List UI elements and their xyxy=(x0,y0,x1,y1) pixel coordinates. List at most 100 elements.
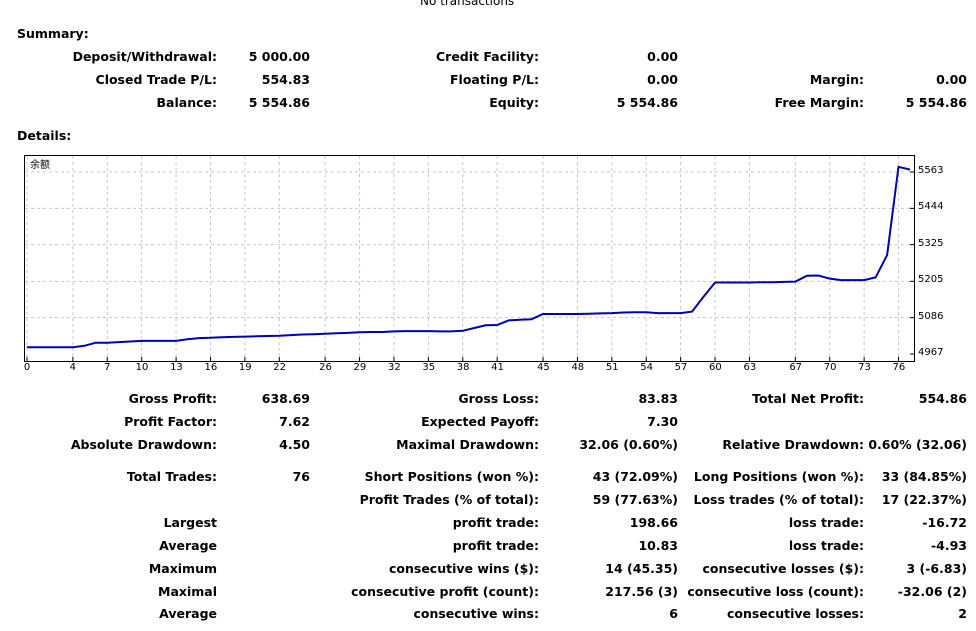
stat-value: 83.83 xyxy=(638,391,678,406)
x-tick-label: 67 xyxy=(789,362,803,373)
x-tick-label: 51 xyxy=(605,362,619,373)
stat-label: Profit Factor: xyxy=(124,414,217,429)
stat-label: consecutive losses ($): xyxy=(702,561,864,576)
stat-label: loss trade: xyxy=(788,515,864,530)
x-tick-label: 70 xyxy=(823,362,837,373)
x-tick-label: 4 xyxy=(69,362,77,373)
stat-value: 33 (84.85%) xyxy=(881,469,967,484)
stat-value: 0.60% (32.06) xyxy=(868,437,967,452)
summary-value: 554.83 xyxy=(261,72,310,87)
stat-label: Short Positions (won %): xyxy=(364,469,539,484)
summary-label: Margin: xyxy=(809,72,864,87)
summary-value: 5 554.86 xyxy=(905,95,967,110)
x-tick-label: 29 xyxy=(353,362,367,373)
stat-value: 554.86 xyxy=(918,391,967,406)
x-tick-label: 32 xyxy=(387,362,401,373)
summary-value: 5 554.86 xyxy=(616,95,678,110)
stat-label: Absolute Drawdown: xyxy=(70,437,217,452)
stat-label: profit trade: xyxy=(452,515,539,530)
stat-value: 638.69 xyxy=(261,391,310,406)
y-tick-label: 5444 xyxy=(918,201,944,213)
stat-label: consecutive loss (count): xyxy=(687,584,864,599)
x-tick-label: 45 xyxy=(537,362,550,373)
stat-value: 10.83 xyxy=(638,538,678,553)
summary-value: 5 000.00 xyxy=(248,49,310,64)
stat-label: Maximal Drawdown: xyxy=(396,437,539,452)
top-note: No transactions xyxy=(420,0,515,8)
x-tick-label: 26 xyxy=(319,362,332,373)
x-tick-label: 38 xyxy=(456,362,470,373)
stat-value: -32.06 (2) xyxy=(897,584,967,599)
stat-value: -4.93 xyxy=(930,538,967,553)
x-tick-label: 10 xyxy=(135,362,149,373)
stat-value: 7.30 xyxy=(647,414,678,429)
stat-value: 43 (72.09%) xyxy=(592,469,678,484)
stat-value: 2 xyxy=(958,606,967,621)
stat-label: Largest xyxy=(163,515,217,530)
summary-label: Deposit/Withdrawal: xyxy=(72,49,217,64)
stat-value: 14 (45.35) xyxy=(605,561,678,576)
stat-label: Total Net Profit: xyxy=(752,391,864,406)
x-tick-label: 0 xyxy=(23,362,31,373)
stat-value: 217.56 (3) xyxy=(605,584,678,599)
y-tick-label: 5325 xyxy=(918,237,944,249)
stat-value: 59 (77.63%) xyxy=(592,492,678,507)
summary-label: Closed Trade P/L: xyxy=(95,72,217,87)
stat-value: 6 xyxy=(669,606,678,621)
chart-title: 余额 xyxy=(30,158,50,171)
summary-value: 0.00 xyxy=(647,49,678,64)
balance-chart: 余额 5563 5444 5325 5205 5086 4967 0 4 7 10 13 16 19 22… xyxy=(24,155,943,373)
stat-label: consecutive wins: xyxy=(413,606,539,621)
x-tick-label: 57 xyxy=(674,362,688,373)
summary-label: Free Margin: xyxy=(774,95,864,110)
stat-label: Expected Payoff: xyxy=(421,414,539,429)
y-tick-label: 5563 xyxy=(918,165,944,176)
summary-value: 5 554.86 xyxy=(248,95,310,110)
x-tick-label: 76 xyxy=(892,362,906,373)
x-tick-label: 7 xyxy=(104,362,111,373)
x-tick-label: 63 xyxy=(743,362,757,373)
x-tick-label: 60 xyxy=(709,362,722,373)
x-tick-label: 73 xyxy=(858,362,871,373)
summary-label: Balance: xyxy=(156,95,217,110)
summary-label: Credit Facility: xyxy=(435,49,539,64)
balance-chart-svg: 余额 xyxy=(25,156,914,361)
summary-label: Floating P/L: xyxy=(450,72,539,87)
x-tick-label: 16 xyxy=(204,362,218,373)
details-title: Details: xyxy=(17,128,72,143)
stat-label: Average xyxy=(159,538,217,553)
stat-label: Profit Trades (% of total): xyxy=(359,492,539,507)
y-tick-label: 5205 xyxy=(918,274,944,286)
stat-value: 7.62 xyxy=(279,414,310,429)
stat-label: Loss trades (% of total): xyxy=(693,492,864,507)
stat-value: -16.72 xyxy=(922,515,967,530)
summary-label: Equity: xyxy=(489,95,539,110)
stat-label: profit trade: xyxy=(452,538,539,553)
x-tick-label: 22 xyxy=(273,362,287,373)
stat-label: Total Trades: xyxy=(126,469,217,484)
x-tick-label: 54 xyxy=(640,362,653,373)
stat-label: Gross Loss: xyxy=(458,391,539,406)
stat-value: 3 (-6.83) xyxy=(906,561,967,576)
stat-label: Gross Profit: xyxy=(128,391,217,406)
stat-value: 76 xyxy=(292,469,310,484)
summary-value: 0.00 xyxy=(647,72,678,87)
x-tick-label: 41 xyxy=(491,362,504,373)
summary-title: Summary: xyxy=(17,26,89,41)
y-tick-label: 4967 xyxy=(918,347,944,358)
summary-value: 0.00 xyxy=(936,72,967,87)
y-tick-label: 5086 xyxy=(918,310,944,322)
stat-label: consecutive losses: xyxy=(726,606,864,621)
stat-label: Relative Drawdown: xyxy=(722,437,864,452)
stat-label: consecutive profit (count): xyxy=(351,584,539,599)
stat-value: 198.66 xyxy=(629,515,678,530)
stat-label: loss trade: xyxy=(788,538,864,553)
stat-label: Long Positions (won %): xyxy=(693,469,864,484)
x-tick-label: 35 xyxy=(422,362,436,373)
stat-label: Maximal xyxy=(158,584,217,599)
stat-label: consecutive wins ($): xyxy=(388,561,539,576)
stat-label: Average xyxy=(159,606,217,621)
stat-value: 32.06 (0.60%) xyxy=(579,437,678,452)
x-tick-label: 13 xyxy=(170,362,183,373)
stat-value: 4.50 xyxy=(279,437,310,452)
